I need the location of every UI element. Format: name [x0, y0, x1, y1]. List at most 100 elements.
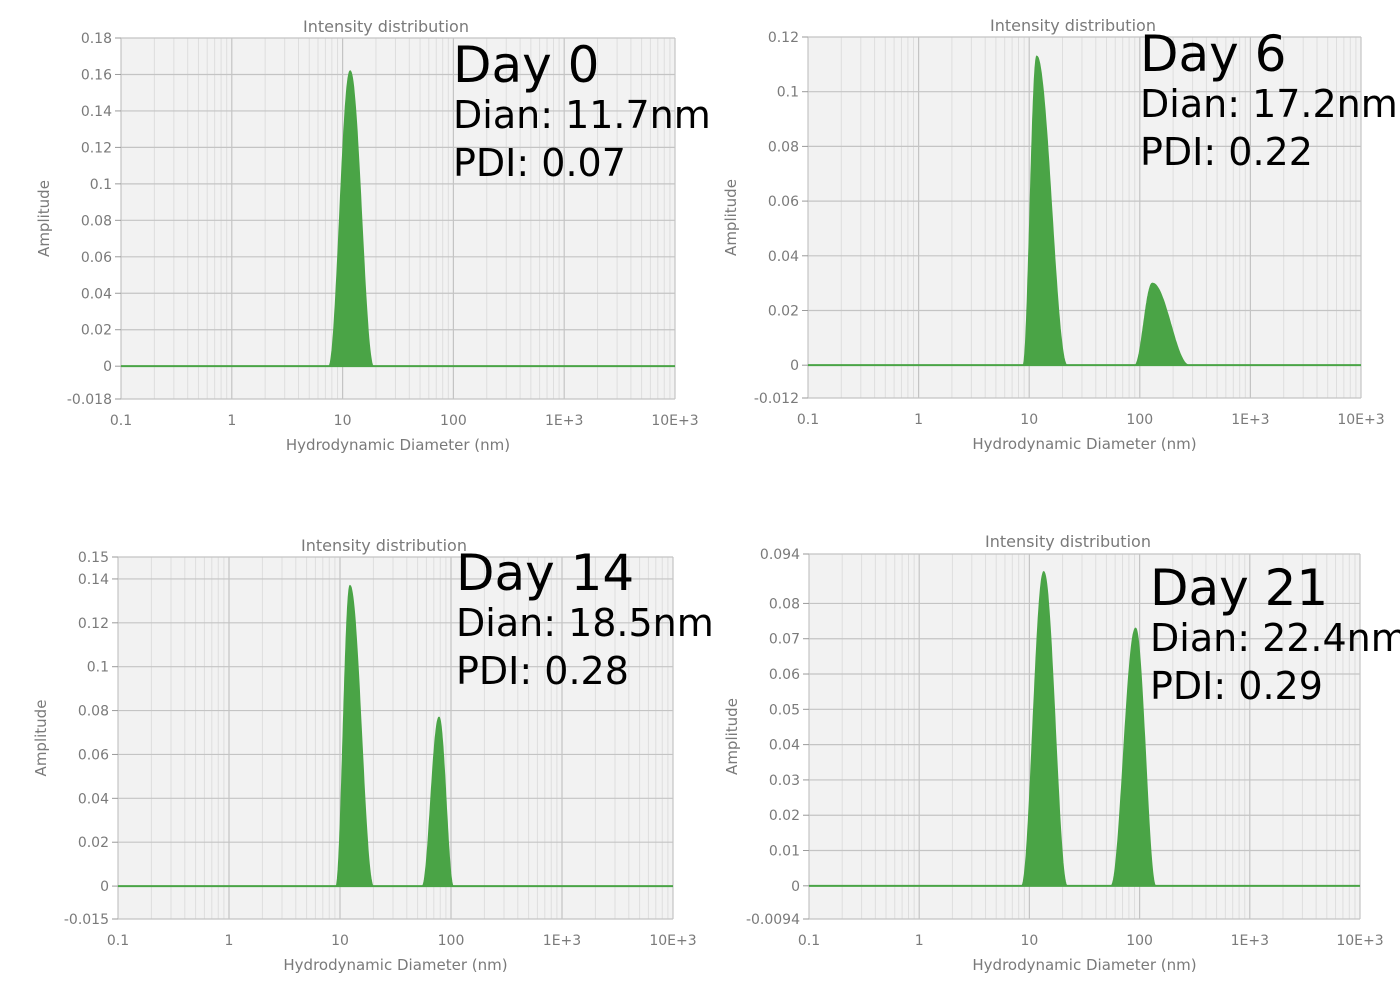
x-tick-label: 10: [334, 413, 352, 429]
x-tick-label: 10: [1020, 933, 1038, 949]
x-tick-label: 1: [915, 933, 924, 949]
y-axis-label: Amplitude: [722, 179, 740, 256]
x-tick-label: 1E+3: [1231, 412, 1269, 428]
distribution-peak-0: [1022, 55, 1069, 366]
y-tick-label: 0.14: [78, 572, 109, 588]
annotation-day: Day 21: [1150, 559, 1328, 617]
x-tick-label: 100: [1126, 933, 1153, 949]
y-tick-label: 0.16: [81, 67, 112, 83]
annotation-diameter: Dian: 17.2nm: [1140, 82, 1398, 126]
x-tick-label: 100: [440, 413, 467, 429]
y-tick-label: 0.06: [78, 747, 109, 763]
y-tick-label: 0.08: [78, 704, 109, 720]
y-tick-label: -0.018: [67, 392, 112, 408]
y-tick-label: 0.04: [769, 738, 800, 754]
y-tick-label: 0.02: [768, 303, 799, 319]
chart-title: Intensity distribution: [990, 16, 1156, 35]
plot-background: [118, 557, 673, 919]
minor-gridlines: [150, 557, 669, 919]
x-tick-label: 0.1: [107, 933, 129, 949]
y-tick-label: -0.0094: [746, 912, 800, 928]
y-tick-label: 0.06: [81, 250, 112, 266]
distribution-peak-0: [335, 584, 375, 887]
y-tick-label: 0.04: [768, 249, 799, 265]
y-tick-label: 0.12: [81, 140, 112, 156]
x-tick-label: 0.1: [110, 413, 132, 429]
distribution-peak-1: [420, 716, 455, 887]
x-tick-label: 1E+3: [545, 413, 583, 429]
chart-title: Intensity distribution: [303, 17, 469, 36]
minor-gridlines: [840, 37, 1357, 398]
y-tick-label: 0.04: [81, 286, 112, 302]
annotation-diameter: Dian: 11.7nm: [453, 93, 711, 137]
y-tick-label: 0.02: [769, 808, 800, 824]
x-tick-label: 0.1: [797, 412, 819, 428]
x-tick-label: 1: [225, 933, 234, 949]
y-tick-label: 0.02: [81, 323, 112, 339]
distribution-peak-1: [1109, 627, 1158, 887]
y-tick-label: 0.14: [81, 104, 112, 120]
y-tick-label: 0: [100, 879, 109, 895]
y-tick-label: 0.04: [78, 791, 109, 807]
chart-panel-0: -0.018 0 0.02 0.04 0.06 0.08 0.1 0.12 0.14 0.16 0.…: [35, 17, 711, 454]
chart-panel-2: -0.015 0 0.02 0.04 0.06 0.08 0.1 0.12 0.14 0.15 0.…: [32, 536, 714, 974]
x-axis-label: Hydrodynamic Diameter (nm): [283, 956, 507, 974]
annotation-day: Day 0: [453, 36, 599, 94]
distribution-peak-0: [1020, 570, 1069, 887]
y-tick-label: 0.05: [769, 702, 800, 718]
distribution-peak-0: [327, 70, 375, 367]
chart-panel-3: -0.0094 0 0.01 0.02 0.03 0.04 0.05 0.06 0.07 0.08…: [723, 532, 1400, 974]
chart-title: Intensity distribution: [985, 532, 1151, 551]
x-tick-label: 1E+3: [1231, 933, 1269, 949]
y-tick-label: 0: [791, 879, 800, 895]
x-tick-label: 100: [1126, 412, 1153, 428]
y-tick-label: 0.08: [768, 139, 799, 155]
y-tick-label: -0.015: [64, 912, 109, 928]
plot-background: [121, 38, 675, 399]
x-tick-label: 10: [1020, 412, 1038, 428]
annotation-pdi: PDI: 0.29: [1150, 664, 1323, 708]
y-tick-label: 0.1: [777, 85, 799, 101]
x-tick-label: 10E+3: [649, 933, 696, 949]
y-axis-label: Amplitude: [723, 698, 741, 775]
annotation-diameter: Dian: 22.4nm: [1150, 616, 1400, 660]
y-tick-label: 0.01: [769, 844, 800, 860]
x-tick-label: 0.1: [798, 933, 820, 949]
y-tick-label: 0.03: [769, 773, 800, 789]
annotation-pdi: PDI: 0.22: [1140, 130, 1313, 174]
x-axis-label: Hydrodynamic Diameter (nm): [286, 436, 510, 454]
y-tick-label: 0.094: [760, 547, 800, 563]
x-tick-label: 1: [914, 412, 923, 428]
y-tick-label: 0.08: [81, 213, 112, 229]
plot-background: [808, 37, 1361, 398]
y-tick-label: 0: [103, 359, 112, 375]
y-tick-label: -0.012: [754, 391, 799, 407]
x-tick-label: 100: [438, 933, 465, 949]
y-axis-label: Amplitude: [35, 180, 53, 257]
x-tick-label: 1: [227, 413, 236, 429]
x-tick-label: 10E+3: [1337, 412, 1384, 428]
annotation-day: Day 14: [456, 544, 634, 602]
y-tick-label: 0: [790, 358, 799, 374]
x-tick-label: 10: [331, 933, 349, 949]
y-tick-label: 0.1: [90, 177, 112, 193]
y-tick-label: 0.18: [81, 31, 112, 47]
annotation-pdi: PDI: 0.07: [453, 141, 626, 185]
y-tick-label: 0.12: [768, 30, 799, 46]
annotation-day: Day 6: [1140, 25, 1286, 83]
distribution-peak-1: [1134, 282, 1190, 366]
y-tick-label: 0.07: [769, 632, 800, 648]
y-tick-label: 0.12: [78, 616, 109, 632]
x-tick-label: 10E+3: [651, 413, 698, 429]
y-tick-label: 0.1: [87, 660, 109, 676]
y-tick-label: 0.06: [768, 194, 799, 210]
x-tick-label: 10E+3: [1336, 933, 1383, 949]
x-axis-label: Hydrodynamic Diameter (nm): [972, 435, 1196, 453]
y-tick-label: 0.02: [78, 835, 109, 851]
y-tick-label: 0.15: [78, 550, 109, 566]
y-tick-label: 0.08: [769, 596, 800, 612]
y-tick-label: 0.06: [769, 667, 800, 683]
annotation-pdi: PDI: 0.28: [456, 649, 629, 693]
minor-gridlines: [153, 38, 671, 399]
